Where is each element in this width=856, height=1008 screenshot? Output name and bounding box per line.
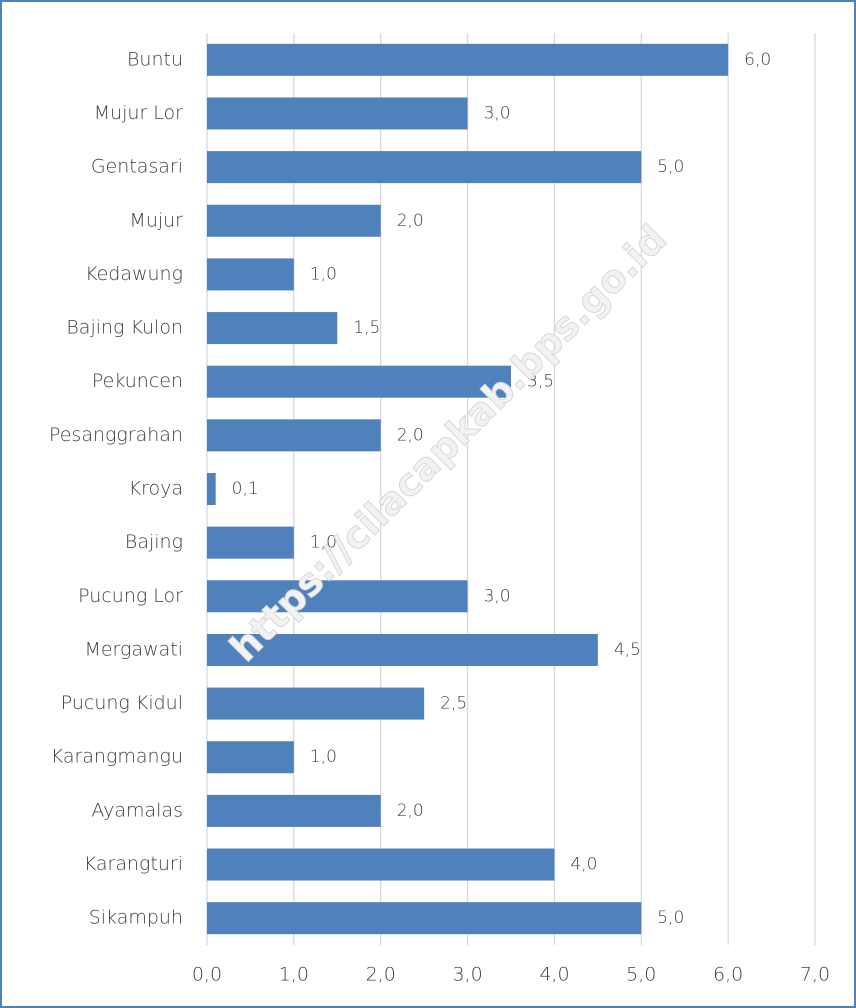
- bar: [207, 365, 511, 398]
- y-tick-label: Pucung Kidul: [61, 692, 183, 714]
- bar: [207, 633, 598, 666]
- bar: [207, 312, 338, 345]
- y-tick-label: Pucung Lor: [78, 585, 183, 607]
- value-label: 1,5: [353, 318, 380, 338]
- bar: [207, 526, 294, 559]
- value-label: 1,0: [310, 747, 337, 767]
- y-tick-label: Mergawati: [84, 638, 183, 660]
- x-tick-label: 4,0: [539, 964, 569, 986]
- value-label: 2,0: [397, 801, 424, 821]
- bar: [207, 794, 381, 827]
- bar: [207, 687, 425, 720]
- y-tick-label: Buntu: [127, 48, 183, 70]
- value-label: 3,5: [527, 372, 554, 392]
- bar: [207, 473, 216, 505]
- y-tick-label: Mujur Lor: [94, 102, 183, 124]
- x-tick-label: 1,0: [279, 964, 309, 986]
- value-label: 2,5: [440, 694, 467, 714]
- y-tick-label: Mujur: [129, 209, 183, 231]
- y-tick-label: Kroya: [129, 478, 183, 500]
- value-label: 4,5: [614, 640, 641, 660]
- bar: [207, 43, 729, 76]
- value-label: 3,0: [484, 103, 511, 123]
- y-tick-label: Pekuncen: [92, 370, 183, 392]
- y-tick-label: Pesanggrahan: [49, 424, 183, 446]
- value-label: 2,0: [397, 211, 424, 231]
- y-tick-label: Bajing Kulon: [66, 317, 183, 339]
- bar: [207, 580, 468, 613]
- value-label: 1,0: [310, 533, 337, 553]
- y-tick-label: Kedawung: [85, 263, 183, 285]
- x-tick-label: 5,0: [626, 964, 656, 986]
- value-label: 0,1: [232, 479, 259, 499]
- bar: [207, 151, 642, 184]
- value-label: 4,0: [570, 855, 597, 875]
- value-label: 5,0: [657, 157, 684, 177]
- value-label: 2,0: [397, 425, 424, 445]
- y-tick-label: Karangmangu: [51, 746, 183, 768]
- value-label: 1,0: [310, 264, 337, 284]
- y-tick-label: Sikampuh: [89, 907, 183, 929]
- value-label: 5,0: [657, 908, 684, 928]
- x-tick-label: 2,0: [366, 964, 396, 986]
- y-tick-label: Bajing: [125, 531, 183, 553]
- y-tick-label: Ayamalas: [91, 799, 183, 821]
- bar: [207, 204, 381, 237]
- bar: [207, 902, 642, 935]
- value-label: 6,0: [744, 50, 771, 70]
- bar: [207, 848, 555, 881]
- value-label: 3,0: [484, 586, 511, 606]
- x-tick-label: 7,0: [800, 964, 830, 986]
- x-tick-label: 6,0: [713, 964, 743, 986]
- x-tick-label: 0,0: [192, 964, 222, 986]
- y-tick-label: Karangturi: [84, 853, 183, 875]
- bar: [207, 741, 294, 774]
- bar: [207, 97, 468, 130]
- bar: [207, 258, 294, 291]
- x-tick-label: 3,0: [452, 964, 482, 986]
- bar: [207, 419, 381, 452]
- y-tick-label: Gentasari: [91, 156, 183, 178]
